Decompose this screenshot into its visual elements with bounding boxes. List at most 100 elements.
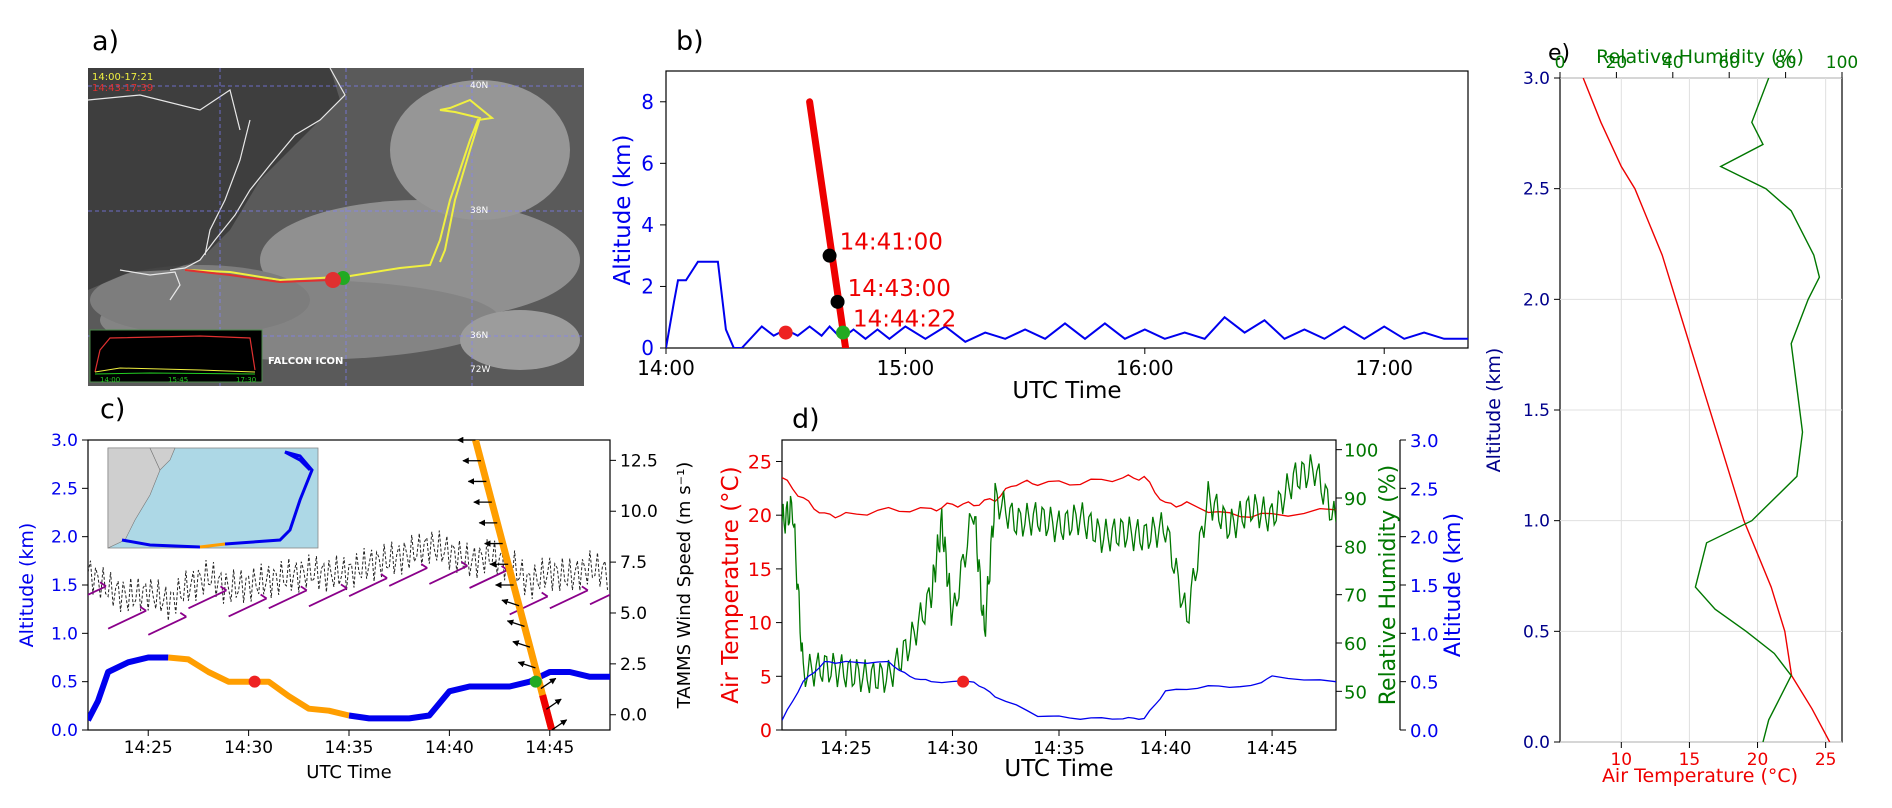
altitude-segment-blue-c	[88, 654, 169, 722]
marker-b	[822, 248, 837, 263]
wind-barb-tip-c	[99, 581, 107, 588]
y-tick-label-mid-d: 60	[1344, 634, 1367, 655]
x-tick-label-c: 14:40	[425, 738, 474, 758]
humidity-line-d	[782, 454, 1336, 694]
grid-e	[1560, 77, 1842, 743]
inset-tick-1: 15:45	[168, 376, 188, 384]
x-tick-label-bottom-e: 15	[1679, 750, 1701, 770]
y-axis-ticks-b: 0 2 4 6 8	[641, 90, 666, 360]
y-tick-label-e: 1.0	[1523, 512, 1550, 532]
y-tick-label-right-c: 10.0	[620, 502, 658, 522]
x-tick-label-b: 16:00	[1116, 356, 1174, 380]
wind-vector-c	[517, 661, 536, 669]
x-axis-ticks-top-e: 0 20 40 60 80 100	[1555, 53, 1858, 78]
y-tick-label-left-d: 5	[760, 666, 772, 688]
descent-line-b	[806, 98, 850, 348]
y-tick-label-right-c: 12.5	[620, 451, 658, 471]
x-tick-label-bottom-e: 20	[1747, 750, 1769, 770]
wind-barb-c	[88, 585, 107, 596]
y-tick-label-b: 4	[641, 213, 654, 237]
wind-barb-tip-c	[380, 573, 388, 579]
x-tick-label-b: 17:00	[1355, 356, 1413, 380]
flight-track-red	[184, 269, 331, 284]
map-grid	[88, 68, 584, 386]
y-tick-label-left-d: 10	[748, 613, 772, 635]
marker-label-b: 14:43:00	[848, 276, 951, 302]
x-tick-label-top-e: 40	[1662, 53, 1684, 73]
wind-barb-tip-c	[622, 582, 628, 586]
y-tick-label-mid-d: 100	[1344, 441, 1378, 462]
wind-barb-c	[107, 609, 147, 630]
x-tick-label-top-e: 100	[1826, 53, 1858, 73]
panel-d-label: d)	[792, 404, 820, 435]
marker-red	[325, 272, 341, 288]
lat-label-38n: 38N	[470, 206, 488, 216]
y-tick-label-e: 2.5	[1523, 180, 1550, 200]
panel-a: a) 40N 38N 36N 72W	[87, 26, 584, 386]
y-tick-label-right-c: 0.0	[620, 706, 647, 726]
wind-barb-c	[268, 589, 308, 610]
y-tick-label-left-d: 15	[748, 559, 772, 581]
wind-vector-c	[506, 619, 525, 628]
wind-barb-c	[469, 569, 508, 589]
humidity-profile-e	[1694, 78, 1821, 742]
panel-a-label: a)	[92, 26, 119, 57]
y-tick-label-mid-d: 80	[1344, 537, 1367, 558]
x-tick-label-top-e: 20	[1606, 53, 1628, 73]
y-tick-label-e: 2.0	[1523, 290, 1550, 310]
y-tick-label-c: 0.0	[51, 721, 78, 741]
inset-map-c	[107, 447, 319, 549]
y-tick-label-b: 2	[641, 274, 654, 298]
footer-label: FALCON ICON	[268, 356, 343, 367]
y-tick-label-mid-d: 70	[1344, 586, 1367, 607]
plot-area-b	[666, 98, 1468, 348]
y-tick-label-c: 1.0	[51, 624, 78, 644]
x-axis-label-d: UTC Time	[1004, 756, 1113, 782]
plot-frame-d	[781, 439, 1337, 731]
altitude-line-d	[782, 660, 1336, 721]
temperature-line-d	[782, 474, 1336, 519]
altitude-segment-orange-c	[168, 654, 350, 719]
y-axis-ticks-d: 0 5 10 15 20 25	[748, 451, 782, 742]
legend-yellow: 14:00-17:21	[92, 72, 153, 83]
x-tick-label-d: 14:40	[1140, 738, 1192, 759]
lon-label-72w: 72W	[470, 365, 490, 375]
wind-barb-c	[589, 593, 610, 606]
marker-d	[957, 675, 970, 688]
wind-barb-tip-c	[300, 585, 308, 592]
altitude-line-b	[666, 260, 1468, 348]
x-axis-label-c: UTC Time	[306, 762, 391, 783]
wind-speed-line-c	[88, 530, 608, 621]
y-tick-label-right-d: 1.0	[1410, 624, 1439, 645]
y-axis-label-c: Altitude (km)	[16, 523, 38, 648]
y-tick-label-left-d: 25	[748, 451, 772, 473]
x-tick-label-c: 14:30	[224, 738, 273, 758]
x-tick-label-top-e: 0	[1555, 53, 1566, 73]
wind-barb-c	[188, 589, 227, 610]
coastlines	[87, 67, 346, 301]
wind-barb-c	[388, 567, 428, 587]
x-tick-label-c: 14:35	[325, 738, 374, 758]
x-tick-label-d: 14:45	[1246, 738, 1298, 759]
y-tick-label-left-d: 20	[748, 505, 772, 527]
y-tick-label-e: 3.0	[1523, 69, 1550, 89]
wind-barb-tip-c	[420, 563, 428, 569]
wind-vector-c	[501, 598, 520, 607]
wind-barb-c	[348, 577, 388, 597]
y-axis-label-left-d: Air Temperature (°C)	[718, 466, 744, 703]
y-tick-label-c: 3.0	[51, 431, 78, 451]
temperature-profile-e	[1582, 78, 1831, 742]
y-tick-label-e: 0.0	[1523, 733, 1550, 753]
y-tick-label-b: 6	[641, 151, 654, 175]
y-tick-label-c: 1.5	[51, 576, 78, 596]
marker-c	[248, 675, 261, 688]
inset-altitude-plot: 14:00 15:45 17:30	[89, 329, 263, 384]
inset-tick-2: 17:30	[236, 376, 256, 384]
x-tick-label-bottom-e: 25	[1815, 750, 1837, 770]
marker-label-b: 14:41:00	[840, 230, 943, 256]
y-tick-label-right-d: 3.0	[1410, 431, 1439, 452]
wind-barb-c	[428, 565, 468, 585]
wind-barb-c	[228, 597, 268, 618]
